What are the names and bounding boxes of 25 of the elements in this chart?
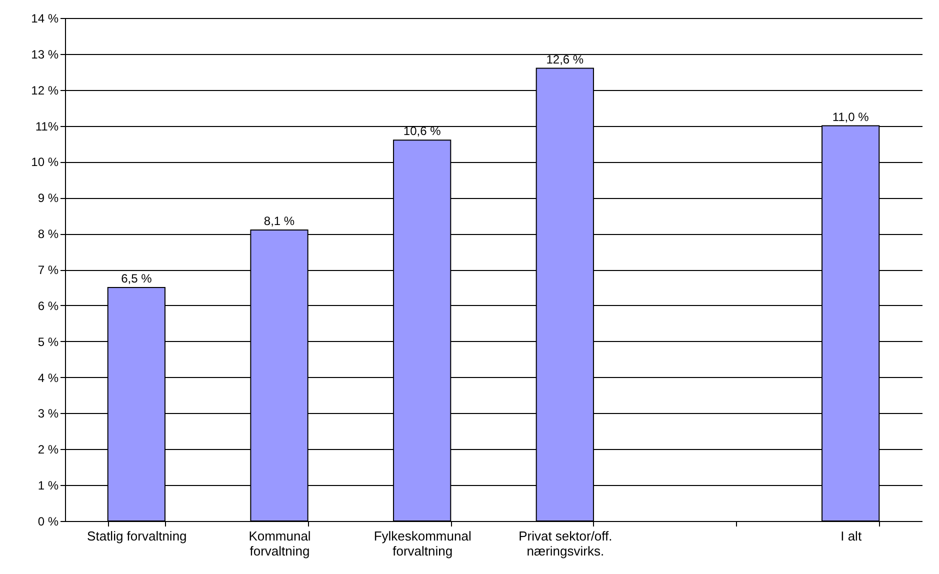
- data-label: 12,6 %: [546, 52, 584, 66]
- y-tick-label: 11%: [35, 119, 59, 134]
- y-tick-label: 8 %: [38, 227, 59, 242]
- y-tick-label: 14 %: [31, 12, 59, 26]
- x-tick-label: Fylkeskommunal forvaltning: [374, 528, 472, 558]
- y-tick-label: 0 %: [38, 514, 59, 528]
- y-tick-label: 10 %: [31, 155, 59, 170]
- x-tick-label: I alt: [840, 528, 862, 544]
- y-tick-label: 7 %: [38, 263, 59, 277]
- data-label: 10,6 %: [403, 124, 442, 138]
- data-label: 6,5 %: [121, 271, 152, 286]
- y-tick-label: 12 %: [31, 83, 59, 98]
- y-tick-label: 9 %: [38, 191, 59, 206]
- x-tick-label: Statlig forvaltning: [87, 528, 187, 544]
- y-tick-label: 5 %: [38, 334, 59, 349]
- data-label: 11,0 %: [832, 110, 870, 124]
- y-tick-label: 2 %: [38, 442, 59, 457]
- y-tick-label: 6 %: [38, 298, 59, 313]
- data-label: 8,1 %: [264, 214, 295, 228]
- y-tick-label: 3 %: [38, 406, 59, 421]
- x-tick-label: Kommunal forvaltning: [248, 528, 311, 558]
- y-tick-label: 13 %: [31, 47, 59, 62]
- y-tick-label: 4 %: [38, 370, 59, 385]
- y-tick-label: 1 %: [38, 478, 59, 493]
- x-tick-label: Privat sektor/off. næringsvirks.: [518, 528, 612, 558]
